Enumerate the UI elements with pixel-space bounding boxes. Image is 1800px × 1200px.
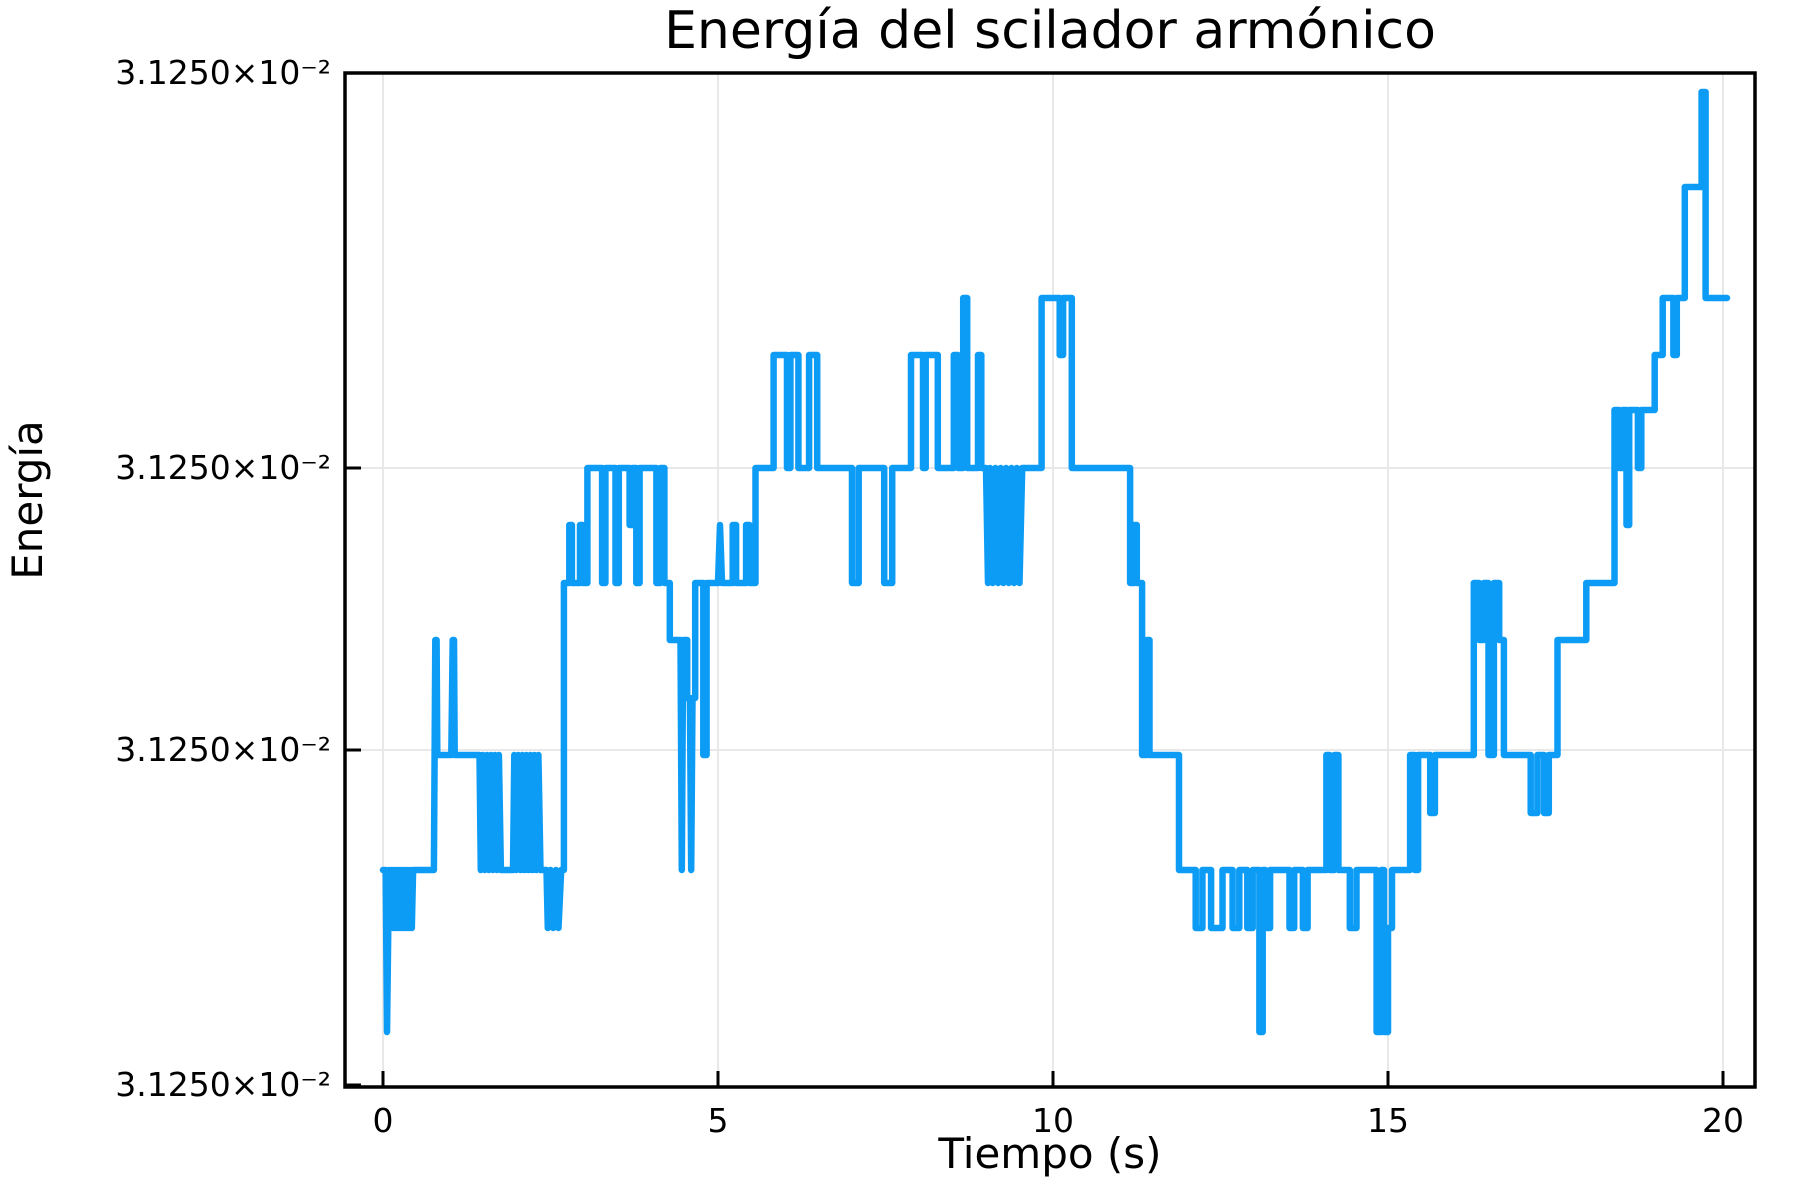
chart-title: Energía del scilador armónico: [664, 1, 1436, 61]
energy-line-group: [379, 88, 1731, 1036]
y-tick-label: 3.1250×10⁻²: [115, 730, 331, 769]
y-axis-label: Energía: [3, 420, 52, 580]
y-axis-tick-labels: 3.1250×10⁻² 3.1250×10⁻² 3.1250×10⁻² 3.1250×…: [115, 53, 331, 1104]
axis-ticks: [345, 71, 1725, 1087]
x-tick-label: 5: [708, 1101, 729, 1140]
y-tick-label: 3.1250×10⁻²: [115, 448, 331, 487]
x-axis-tick-labels: 0 5 10 15 20: [373, 1101, 1745, 1140]
x-axis-label: Tiempo (s): [937, 1129, 1161, 1178]
y-tick-label: 3.1250×10⁻²: [115, 1065, 331, 1104]
y-tick-label: 3.1250×10⁻²: [115, 53, 331, 92]
x-tick-label: 10: [1032, 1101, 1074, 1140]
gridlines: [345, 73, 1755, 1087]
x-tick-label: 0: [373, 1101, 394, 1140]
plot-frame: [343, 71, 1757, 1089]
energy-line: [379, 88, 1731, 1036]
x-tick-label: 20: [1702, 1101, 1744, 1140]
x-tick-label: 15: [1367, 1101, 1409, 1140]
